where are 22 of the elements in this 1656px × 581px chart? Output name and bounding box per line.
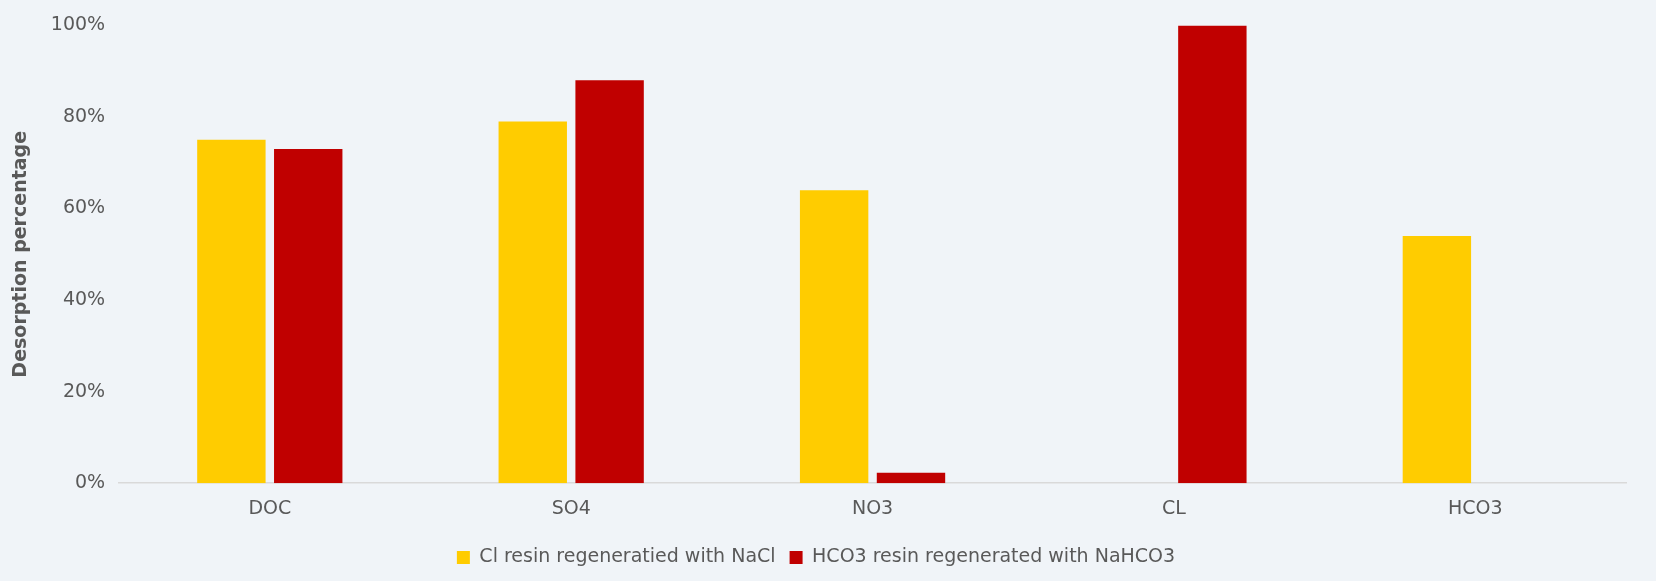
y-tick-label: 100% — [50, 12, 106, 35]
bar — [575, 80, 644, 484]
bar — [799, 190, 869, 484]
legend-label: HCO3 resin regenerated with NaHCO3 — [812, 544, 1176, 567]
y-tick-label: 20% — [62, 378, 106, 401]
y-tick-label: 40% — [62, 287, 106, 310]
bar — [1402, 235, 1472, 484]
legend-label: Cl resin regeneratied with NaCl — [479, 544, 776, 567]
x-tick-label: CL — [1162, 495, 1187, 518]
y-axis-title: Desorption percentage — [8, 130, 31, 378]
bar — [876, 472, 946, 484]
y-tick-label: 0% — [74, 470, 106, 493]
bar — [1178, 25, 1247, 484]
x-tick-label: DOC — [248, 495, 292, 518]
y-tick-label: 80% — [62, 103, 106, 126]
bar — [274, 149, 343, 484]
x-tick-label: NO3 — [851, 495, 894, 518]
bar — [498, 121, 567, 484]
bar — [197, 139, 266, 484]
x-tick-label: SO4 — [551, 495, 591, 518]
y-tick-label: 60% — [62, 195, 106, 218]
x-tick-label: HCO3 — [1448, 495, 1503, 518]
